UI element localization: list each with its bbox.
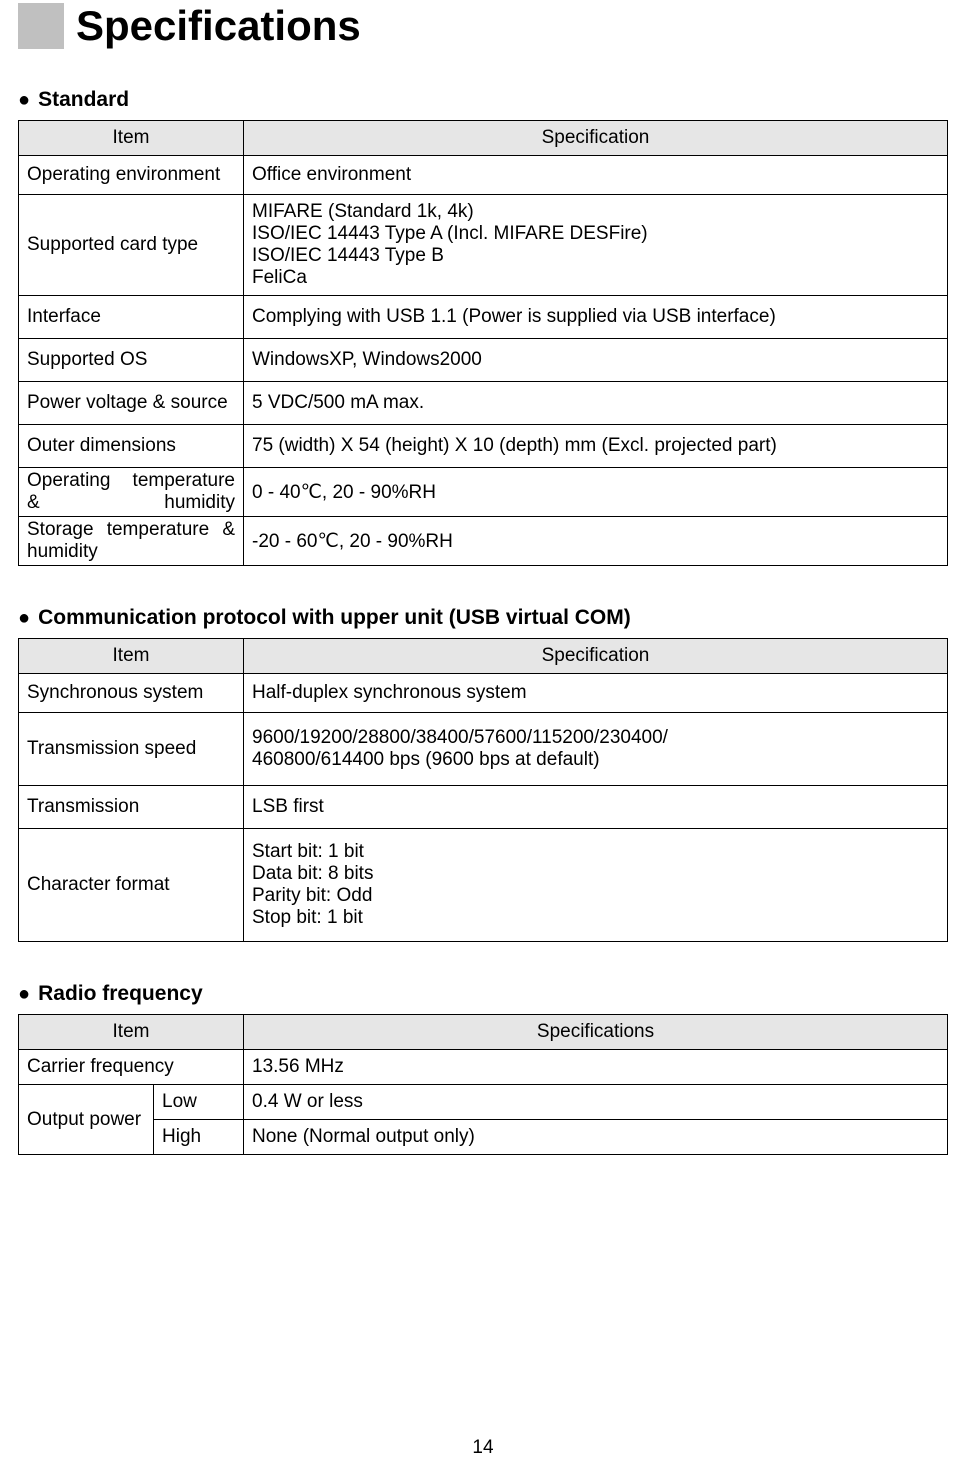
spec-line: ISO/IEC 14443 Type B [252,245,939,267]
cell-item: Supported OS [19,339,244,382]
section-heading-standard: ● Standard [18,88,948,112]
table-row: High None (Normal output only) [19,1120,948,1155]
section-title-radio: Radio frequency [38,982,203,1006]
spec-line: Parity bit: Odd [252,885,939,907]
table-row: Carrier frequency 13.56 MHz [19,1050,948,1085]
table-row: Power voltage & source 5 VDC/500 mA max. [19,382,948,425]
table-comm: Item Specification Synchronous system Ha… [18,638,948,942]
table-row: Outer dimensions 75 (width) X 54 (height… [19,425,948,468]
spec-line: Data bit: 8 bits [252,863,939,885]
cell-item: Power voltage & source [19,382,244,425]
cell-spec: Complying with USB 1.1 (Power is supplie… [244,296,948,339]
table-row: Storage temperature & humidity -20 - 60℃… [19,517,948,566]
table-row: Operating environment Office environment [19,156,948,195]
cell-item: Transmission speed [19,713,244,786]
cell-spec: Office environment [244,156,948,195]
table-row: Transmission speed 9600/19200/28800/3840… [19,713,948,786]
cell-item: Synchronous system [19,674,244,713]
cell-spec: 0.4 W or less [244,1085,948,1120]
cell-spec: 5 VDC/500 mA max. [244,382,948,425]
cell-spec: None (Normal output only) [244,1120,948,1155]
table-radio: Item Specifications Carrier frequency 13… [18,1014,948,1155]
cell-spec: Start bit: 1 bit Data bit: 8 bits Parity… [244,829,948,942]
cell-item: Carrier frequency [19,1050,244,1085]
header-item: Item [19,639,244,674]
table-row: Character format Start bit: 1 bit Data b… [19,829,948,942]
section-title-comm: Communication protocol with upper unit (… [38,606,631,630]
section-heading-comm: ● Communication protocol with upper unit… [18,606,948,630]
header-spec: Specification [244,639,948,674]
cell-item: Storage temperature & humidity [19,517,244,566]
cell-item: Outer dimensions [19,425,244,468]
cell-item: Character format [19,829,244,942]
spec-line: Start bit: 1 bit [252,841,939,863]
cell-spec: 75 (width) X 54 (height) X 10 (depth) mm… [244,425,948,468]
table-header-row: Item Specifications [19,1015,948,1050]
section-title-standard: Standard [38,88,129,112]
cell-item: Supported card type [19,195,244,296]
cell-item: Interface [19,296,244,339]
cell-sublabel: Low [154,1085,244,1120]
table-header-row: Item Specification [19,121,948,156]
cell-item: Transmission [19,786,244,829]
spec-line: Stop bit: 1 bit [252,907,939,929]
spec-line: MIFARE (Standard 1k, 4k) [252,201,939,223]
page-number: 14 [0,1437,966,1459]
header-item: Item [19,1015,244,1050]
cell-spec: Half-duplex synchronous system [244,674,948,713]
spec-line: 9600/19200/28800/38400/57600/115200/2304… [252,727,939,749]
header-item: Item [19,121,244,156]
header-spec: Specification [244,121,948,156]
cell-item: Output power [19,1085,154,1155]
section-heading-radio: ● Radio frequency [18,982,948,1006]
table-row: Transmission LSB first [19,786,948,829]
cell-spec: 13.56 MHz [244,1050,948,1085]
bullet-icon: ● [18,608,30,628]
page-title: Specifications [76,2,361,50]
table-row: Operating temperature & humidity 0 - 40℃… [19,468,948,517]
spec-line: FeliCa [252,267,939,289]
header-spec: Specifications [244,1015,948,1050]
table-row: Synchronous system Half-duplex synchrono… [19,674,948,713]
cell-spec: 9600/19200/28800/38400/57600/115200/2304… [244,713,948,786]
page-title-block: Specifications [18,2,948,50]
cell-item: Operating temperature & humidity [19,468,244,517]
cell-spec: WindowsXP, Windows2000 [244,339,948,382]
cell-spec: 0 - 40℃, 20 - 90%RH [244,468,948,517]
table-row: Supported card type MIFARE (Standard 1k,… [19,195,948,296]
table-row: Output power Low 0.4 W or less [19,1085,948,1120]
bullet-icon: ● [18,90,30,110]
table-row: Interface Complying with USB 1.1 (Power … [19,296,948,339]
spec-line: ISO/IEC 14443 Type A (Incl. MIFARE DESFi… [252,223,939,245]
table-standard: Item Specification Operating environment… [18,120,948,566]
cell-spec: MIFARE (Standard 1k, 4k) ISO/IEC 14443 T… [244,195,948,296]
cell-spec: LSB first [244,786,948,829]
spec-line: 460800/614400 bps (9600 bps at default) [252,749,939,771]
table-header-row: Item Specification [19,639,948,674]
cell-item: Operating environment [19,156,244,195]
cell-sublabel: High [154,1120,244,1155]
title-decor-box [18,3,64,49]
table-row: Supported OS WindowsXP, Windows2000 [19,339,948,382]
cell-spec: -20 - 60℃, 20 - 90%RH [244,517,948,566]
bullet-icon: ● [18,984,30,1004]
